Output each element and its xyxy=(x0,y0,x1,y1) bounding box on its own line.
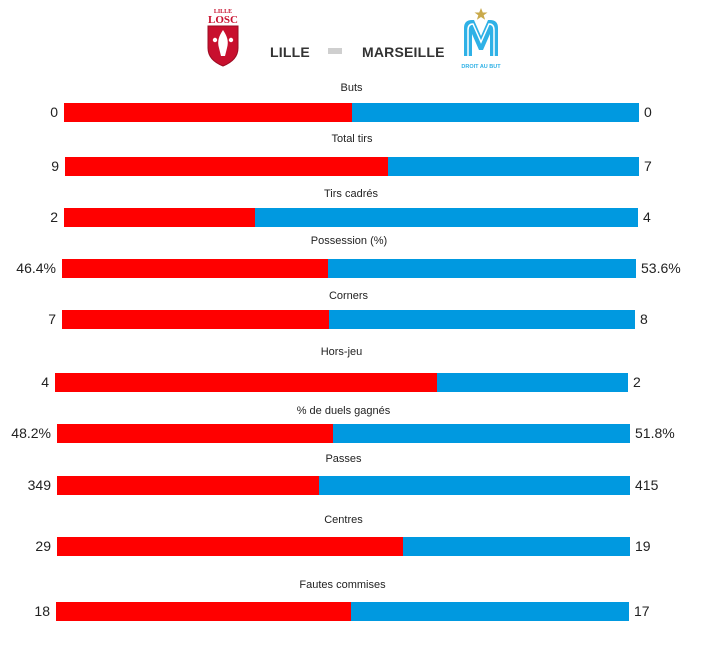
away-team-name: MARSEILLE xyxy=(362,44,445,60)
bar-segment-home xyxy=(57,476,319,495)
bar-segment-away xyxy=(350,602,629,621)
stat-bar xyxy=(65,157,639,176)
stat-label: Tirs cadrés xyxy=(324,188,378,200)
away-value-label: 17 xyxy=(634,603,650,619)
versus-separator xyxy=(328,48,342,54)
bar-segment-away xyxy=(403,537,630,556)
away-value-label: 8 xyxy=(640,311,648,327)
home-value-label: 349 xyxy=(27,477,51,493)
bar-segment-home xyxy=(65,157,388,176)
marseille-om-logo: DROIT AU BUT xyxy=(461,8,501,70)
stat-bar xyxy=(56,602,629,621)
bar-segment-home xyxy=(64,208,256,227)
home-value-label: 46.4% xyxy=(16,260,56,276)
home-value-label: 48.2% xyxy=(11,425,51,441)
stat-label: Possession (%) xyxy=(310,235,388,247)
lille-logo-top-text: LILLE xyxy=(214,9,232,15)
away-value-label: 2 xyxy=(633,374,641,390)
bar-segment-away xyxy=(255,208,638,227)
bar-segment-away xyxy=(333,424,630,443)
om-logo-motto: DROIT AU BUT xyxy=(461,64,501,70)
stat-label: Fautes commises xyxy=(299,579,386,591)
bar-segment-home xyxy=(55,373,437,392)
bar-segment-away xyxy=(437,373,628,392)
home-value-label: 4 xyxy=(41,374,49,390)
home-value-label: 0 xyxy=(50,104,58,120)
stat-label: Total tirs xyxy=(331,133,373,145)
lille-logo-main-text: LOSC xyxy=(208,14,238,26)
bar-segment-away xyxy=(387,157,639,176)
lille-losc-logo: LILLE LOSC xyxy=(207,9,239,67)
stat-bar xyxy=(62,259,636,278)
away-value-label: 53.6% xyxy=(641,260,681,276)
stat-label: Buts xyxy=(340,82,363,94)
stat-bar xyxy=(57,476,630,495)
away-value-label: 415 xyxy=(635,477,659,493)
stat-bar xyxy=(62,310,635,329)
stat-label: Passes xyxy=(325,453,362,465)
away-value-label: 51.8% xyxy=(635,425,675,441)
stat-bar xyxy=(55,373,628,392)
stat-label: Corners xyxy=(328,290,369,302)
bar-segment-home xyxy=(62,259,329,278)
bar-segment-home xyxy=(57,424,334,443)
stat-label: % de duels gagnés xyxy=(296,405,391,417)
away-value-label: 19 xyxy=(635,538,651,554)
away-value-label: 0 xyxy=(644,104,652,120)
stat-bar xyxy=(64,208,638,227)
bar-segment-home xyxy=(56,602,351,621)
bar-segment-away xyxy=(329,310,635,329)
bar-segment-home xyxy=(64,103,352,122)
stat-bar xyxy=(64,103,639,122)
away-value-label: 4 xyxy=(643,209,651,225)
stat-bar xyxy=(57,424,630,443)
bar-segment-away xyxy=(318,476,630,495)
match-header: LILLE LOSC LILLE MARSEILLE DROIT AU BUT xyxy=(0,0,704,80)
home-team-name: LILLE xyxy=(270,44,310,60)
stat-bar xyxy=(57,537,630,556)
away-value-label: 7 xyxy=(644,158,652,174)
home-value-label: 29 xyxy=(35,538,51,554)
home-value-label: 7 xyxy=(48,311,56,327)
bar-segment-away xyxy=(351,103,639,122)
stat-label: Centres xyxy=(324,514,363,526)
bar-segment-home xyxy=(57,537,404,556)
home-value-label: 2 xyxy=(50,209,58,225)
home-value-label: 9 xyxy=(51,158,59,174)
home-value-label: 18 xyxy=(34,603,50,619)
bar-segment-away xyxy=(328,259,636,278)
bar-segment-home xyxy=(62,310,330,329)
stat-label: Hors-jeu xyxy=(320,346,363,358)
